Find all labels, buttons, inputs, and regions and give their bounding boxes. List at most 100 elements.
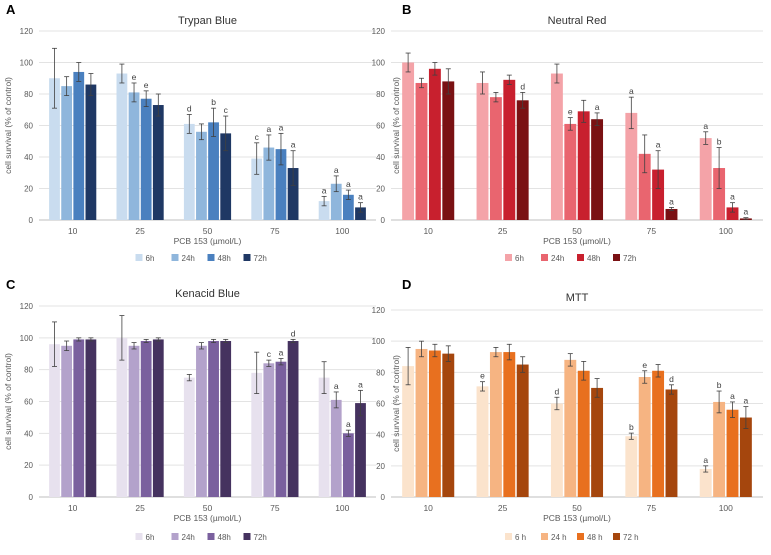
significance-letter: a <box>322 185 327 195</box>
bar <box>152 339 164 497</box>
legend-swatch <box>505 533 512 540</box>
bar <box>355 207 366 220</box>
bar <box>183 123 195 220</box>
bar <box>652 370 665 497</box>
bar <box>442 81 455 221</box>
bar <box>402 62 415 220</box>
y-axis-label: cell survival (% of control) <box>3 77 13 174</box>
bar <box>116 337 128 497</box>
significance-letter: a <box>730 391 735 401</box>
y-tick-label: 100 <box>372 337 386 346</box>
significance-letter: a <box>334 165 339 175</box>
legend-label: 24h <box>551 254 564 263</box>
bar <box>208 122 219 220</box>
y-tick-label: 60 <box>24 398 33 407</box>
y-tick-label: 0 <box>29 216 34 225</box>
bar <box>355 403 366 497</box>
legend-swatch <box>135 254 143 261</box>
legend-swatch <box>207 254 215 261</box>
legend-swatch <box>135 533 143 540</box>
x-tick-label: 10 <box>68 503 78 513</box>
significance-letter: a <box>334 381 339 391</box>
bar <box>342 194 354 220</box>
bar <box>287 168 299 220</box>
x-tick-label: 50 <box>203 226 213 236</box>
bar <box>489 352 502 497</box>
significance-letter: a <box>358 379 363 389</box>
legend-label: 6h <box>146 254 155 263</box>
bar <box>49 78 60 220</box>
y-tick-label: 120 <box>20 302 34 311</box>
y-tick-label: 120 <box>372 306 386 315</box>
y-tick-label: 80 <box>376 90 385 99</box>
bar <box>638 377 651 497</box>
bar <box>318 377 330 497</box>
significance-letter: c <box>267 349 272 359</box>
bar <box>318 201 330 220</box>
chart-panel-b: B Neutral Red 0 20 40 60 80 100 120 cell survival… <box>372 2 763 263</box>
legend-label: 6 h <box>515 533 526 542</box>
bar <box>550 403 563 497</box>
x-tick-label: 100 <box>719 503 733 513</box>
bar <box>489 97 502 220</box>
bar <box>220 341 232 497</box>
bar <box>442 353 455 497</box>
bar <box>415 348 428 497</box>
x-tick-label: 100 <box>335 226 349 236</box>
significance-letter: e <box>480 371 485 381</box>
significance-letter: a <box>703 121 708 131</box>
significance-letter: a <box>656 140 661 150</box>
significance-letter: a <box>279 122 284 132</box>
bar <box>73 339 85 497</box>
bar <box>476 82 489 220</box>
significance-letter: a <box>595 102 600 112</box>
bar <box>220 133 232 220</box>
y-axis-label: cell survival (% of control) <box>3 353 13 450</box>
significance-letter: a <box>744 207 749 217</box>
y-tick-label: 40 <box>24 153 33 162</box>
y-tick-label: 80 <box>376 368 385 377</box>
significance-letter: e <box>568 107 573 117</box>
bar <box>726 409 739 497</box>
bar <box>85 339 97 497</box>
bar <box>196 345 207 497</box>
bar <box>402 366 415 497</box>
y-tick-label: 20 <box>24 461 33 470</box>
legend-label: 6h <box>146 533 155 542</box>
bar <box>591 387 604 497</box>
y-tick-label: 80 <box>24 90 33 99</box>
bar <box>263 147 275 220</box>
bar <box>275 361 287 497</box>
legend-swatch <box>171 533 179 540</box>
bar <box>128 345 140 497</box>
bar <box>330 399 342 497</box>
legend-swatch <box>613 533 620 540</box>
chart-panel-d: D MTT 0 20 40 60 80 100 120 cell survival (% of c… <box>372 277 763 542</box>
legend-label: 48h <box>218 533 231 542</box>
y-tick-label: 60 <box>376 400 385 409</box>
x-tick-label: 25 <box>498 503 508 513</box>
significance-letter: a <box>629 86 634 96</box>
x-tick-label: 10 <box>68 226 78 236</box>
x-axis-label: PCB 153 (µmol/L) <box>174 236 242 246</box>
y-tick-label: 120 <box>372 27 386 36</box>
legend-swatch <box>577 254 584 261</box>
legend-swatch <box>207 533 215 540</box>
bar <box>516 100 529 220</box>
x-tick-label: 50 <box>572 226 582 236</box>
x-tick-label: 25 <box>135 226 145 236</box>
bar <box>577 111 590 220</box>
bar <box>61 86 73 220</box>
x-tick-label: 75 <box>270 503 280 513</box>
x-tick-label: 10 <box>423 503 433 513</box>
bar <box>726 207 739 220</box>
x-axis-label: PCB 153 (µmol/L) <box>543 513 611 523</box>
y-tick-label: 100 <box>20 334 34 343</box>
bar <box>49 344 60 497</box>
x-tick-label: 25 <box>498 226 508 236</box>
legend-label: 24h <box>182 254 195 263</box>
significance-letter: d <box>520 81 525 91</box>
y-tick-label: 20 <box>376 462 385 471</box>
bar <box>625 436 638 497</box>
y-axis-label: cell survival (% of control) <box>391 355 401 452</box>
